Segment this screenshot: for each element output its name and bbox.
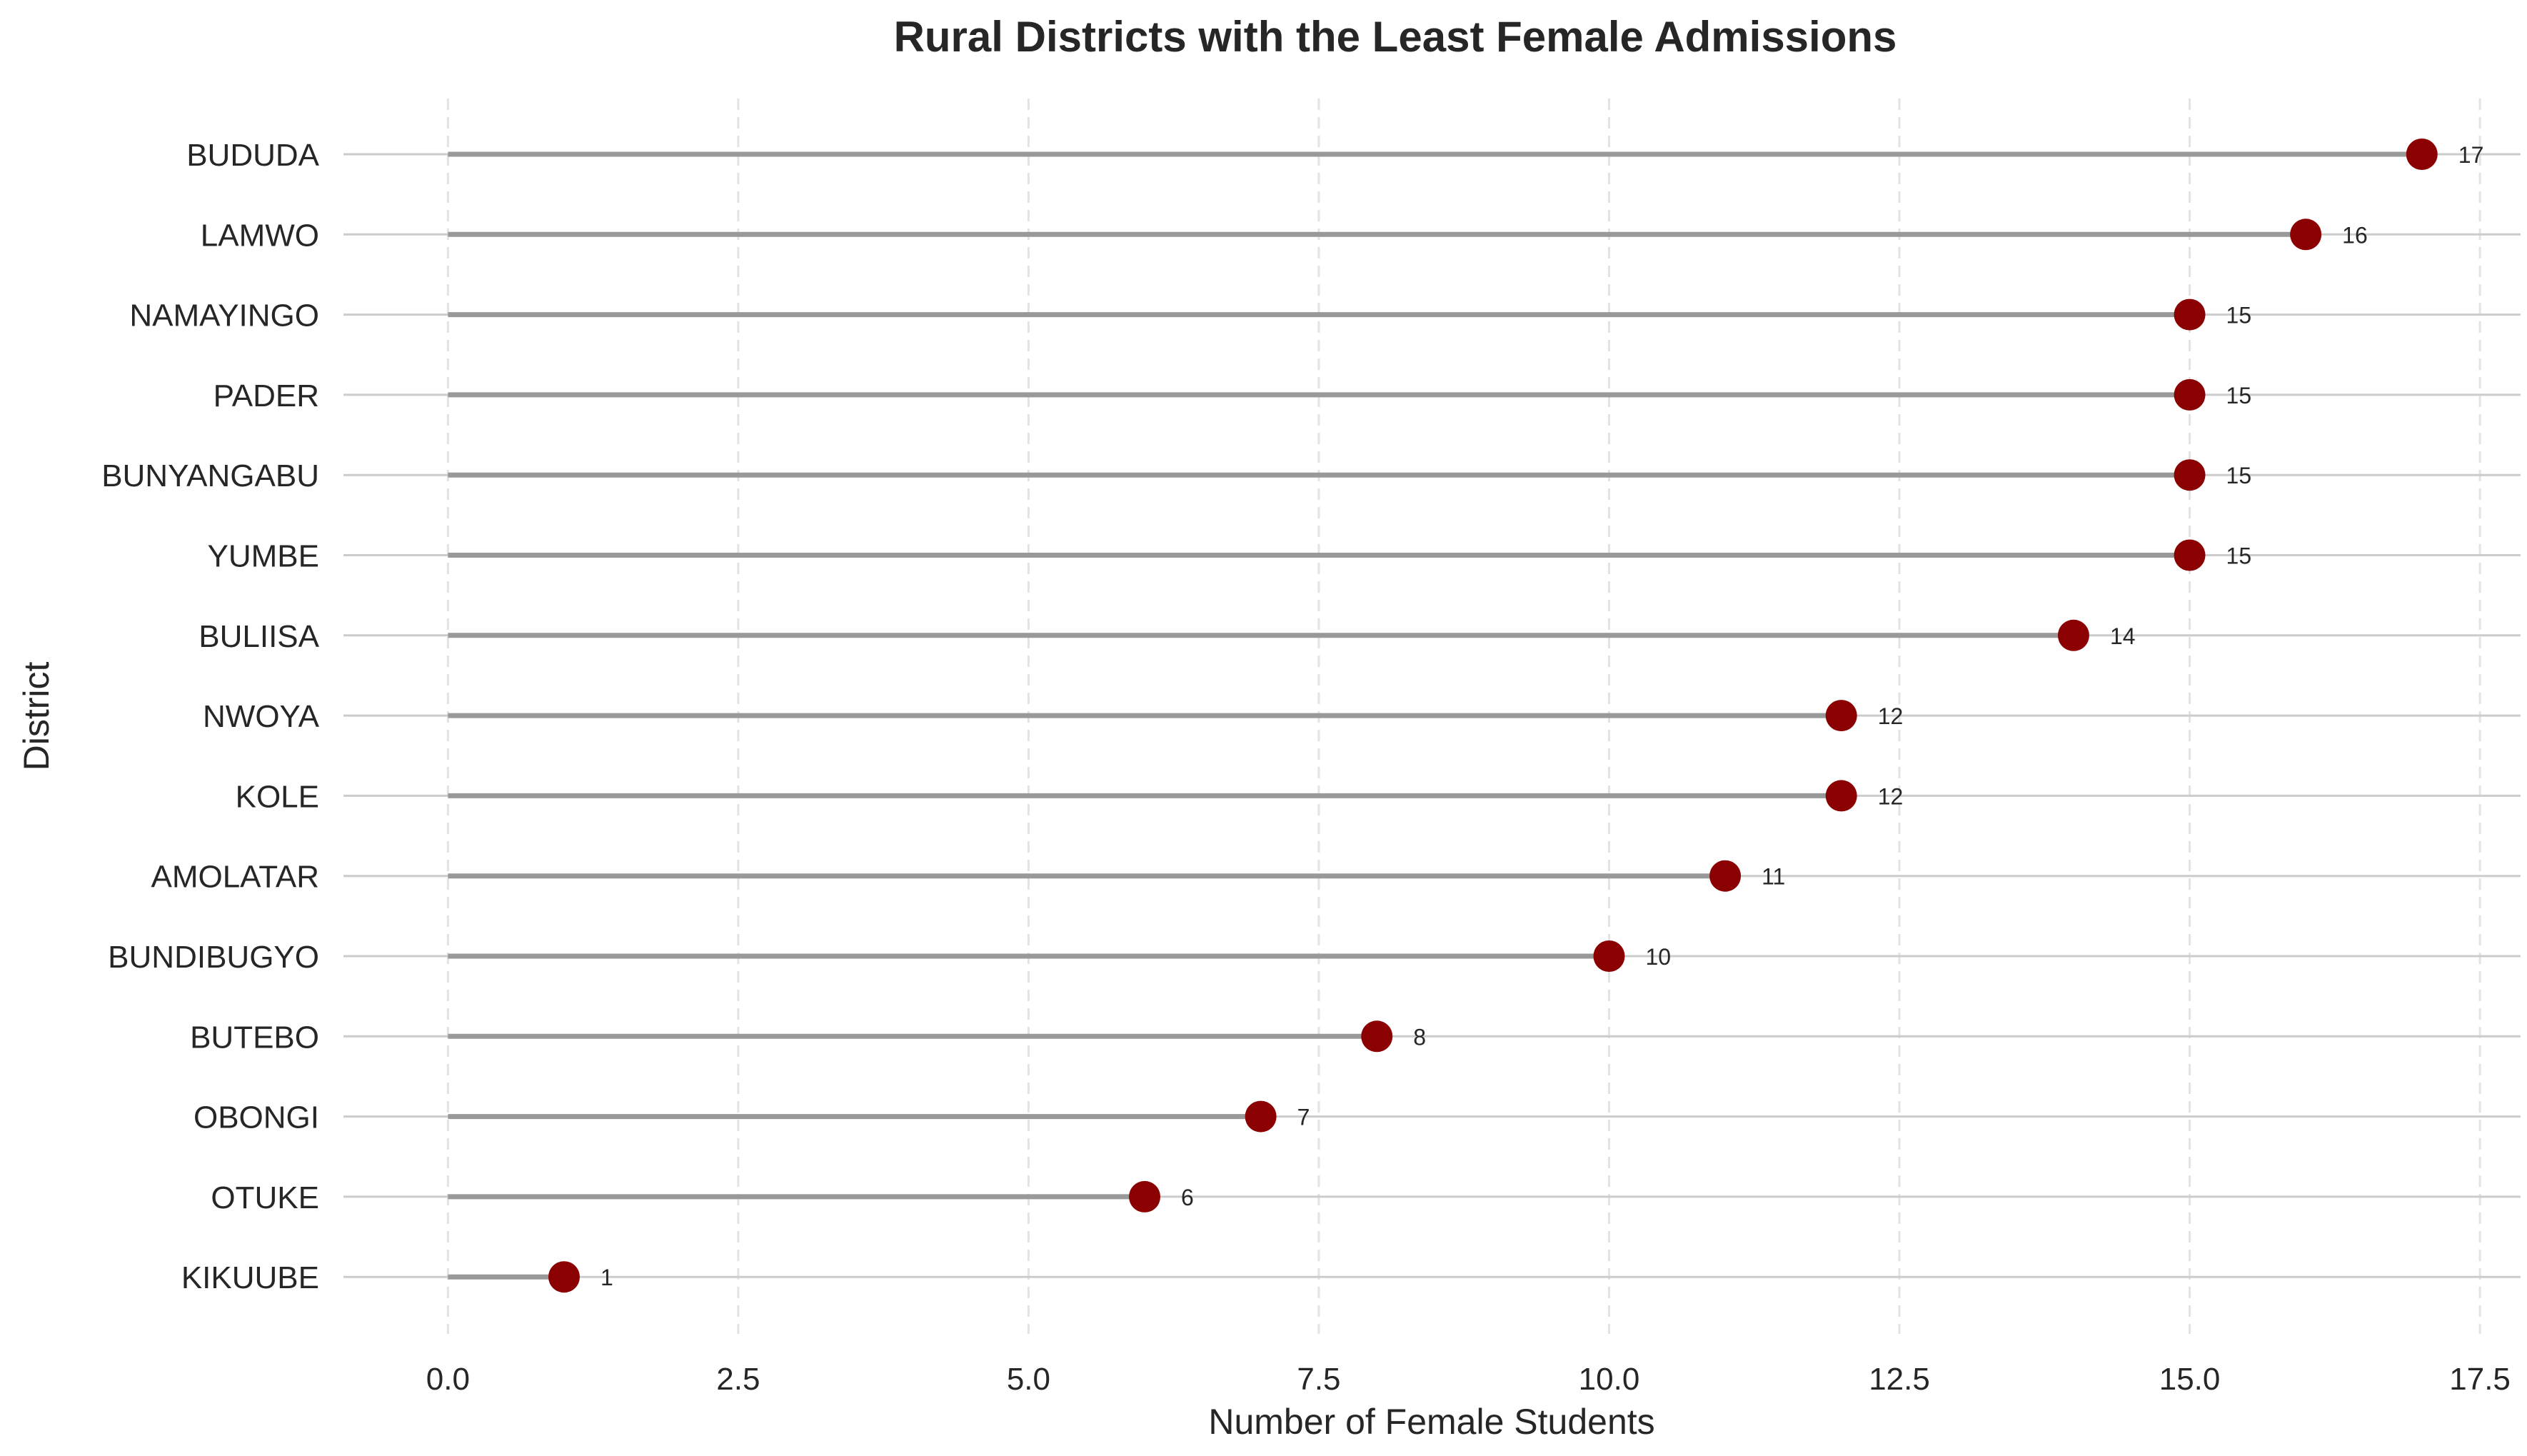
y-tick-label: AMOLATAR [151, 860, 319, 895]
lollipop-marker [1593, 940, 1625, 972]
lollipop-marker [1129, 1180, 1161, 1213]
x-tick-label: 5.0 [1007, 1362, 1050, 1397]
value-label: 11 [1762, 864, 1785, 890]
y-tick-label: PADER [213, 378, 319, 413]
value-label: 16 [2342, 222, 2368, 248]
y-tick-label: BULIISA [199, 619, 319, 654]
lollipop-marker [2057, 619, 2089, 651]
y-axis-ticks: BUDUDA LAMWO NAMAYINGO PADER BUNYANGABU YUMBE… [101, 138, 319, 1295]
y-axis-label: District [16, 662, 56, 771]
lollipop-marker [2174, 298, 2206, 331]
x-axis-label: Number of Female Students [1208, 1402, 1654, 1442]
stems [448, 151, 2422, 1280]
y-tick-label: NAMAYINGO [129, 298, 319, 333]
x-tick-label: 0.0 [426, 1362, 470, 1397]
chart-title: Rural Districts with the Least Female Ad… [894, 13, 1897, 61]
y-tick-label: YUMBE [208, 539, 319, 574]
y-tick-label: KIKUUBE [181, 1260, 319, 1295]
x-tick-label: 10.0 [1579, 1362, 1640, 1397]
y-tick-label: OBONGI [194, 1100, 319, 1135]
value-label: 17 [2458, 142, 2484, 168]
x-tick-label: 12.5 [1869, 1362, 1930, 1397]
value-label: 15 [2226, 463, 2252, 488]
markers [548, 139, 2438, 1293]
lollipop-marker [1361, 1020, 1393, 1053]
y-tick-label: BUTEBO [190, 1020, 319, 1055]
y-tick-label: OTUKE [211, 1180, 319, 1215]
lollipop-marker [1709, 860, 1742, 892]
y-tick-label: BUNYANGABU [101, 458, 319, 493]
y-tick-label: NWOYA [203, 699, 320, 734]
lollipop-marker [548, 1261, 580, 1293]
value-label: 8 [1413, 1024, 1426, 1050]
value-label: 12 [1878, 783, 1904, 809]
y-tick-label: BUNDIBUGYO [108, 940, 319, 975]
y-tick-label: BUDUDA [186, 138, 319, 173]
lollipop-marker [1825, 700, 1857, 732]
x-axis-ticks: 0.0 2.5 5.0 7.5 10.0 12.5 15.0 17.5 [426, 1362, 2511, 1397]
value-label: 15 [2226, 543, 2252, 569]
value-label: 14 [2110, 623, 2136, 649]
value-label: 15 [2226, 383, 2252, 408]
lollipop-marker [1245, 1100, 1277, 1133]
lollipop-marker [2290, 219, 2322, 251]
y-tick-label: KOLE [236, 779, 319, 814]
x-tick-label: 7.5 [1297, 1362, 1340, 1397]
x-tick-label: 15.0 [2159, 1362, 2221, 1397]
y-tick-label: LAMWO [201, 218, 319, 253]
lollipop-marker [1825, 780, 1857, 812]
x-tick-label: 17.5 [2449, 1362, 2511, 1397]
value-label: 1 [601, 1265, 613, 1290]
data-labels: 17 16 15 15 15 15 14 12 12 11 10 8 7 6 1 [601, 142, 2483, 1290]
value-label: 15 [2226, 303, 2252, 328]
value-label: 10 [1645, 944, 1671, 970]
lollipop-marker [2174, 378, 2206, 411]
lollipop-marker [2174, 459, 2206, 491]
value-label: 6 [1181, 1185, 1194, 1210]
value-label: 12 [1878, 703, 1904, 729]
lollipop-marker [2174, 539, 2206, 571]
x-tick-label: 2.5 [716, 1362, 760, 1397]
value-label: 7 [1297, 1105, 1310, 1130]
lollipop-marker [2406, 139, 2438, 170]
